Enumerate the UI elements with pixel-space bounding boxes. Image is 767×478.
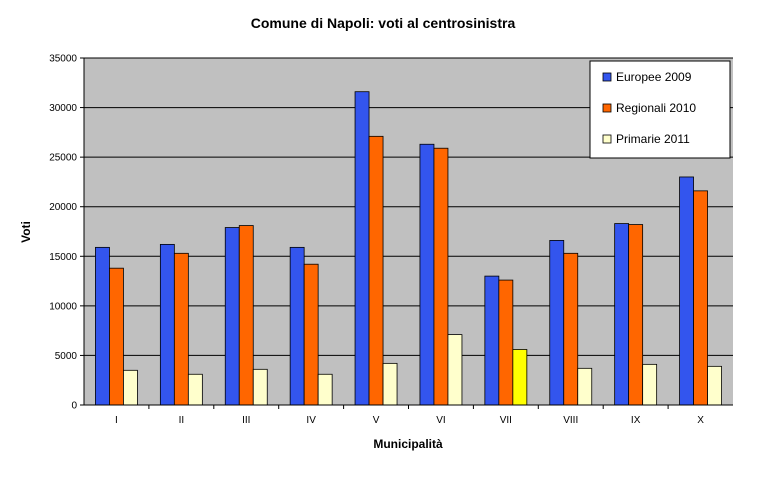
- bar-VII-series-1: [484, 275, 500, 406]
- legend-swatch: [602, 103, 612, 113]
- chart-title: Comune di Napoli: voti al centrosinistra: [251, 15, 516, 31]
- y-tick-label: 25000: [49, 153, 77, 164]
- bar-I-series-1: [95, 246, 110, 406]
- legend-label: Primarie 2011: [616, 132, 690, 146]
- bar-II-series-3: [187, 373, 203, 406]
- bar-II-series-2: [173, 252, 189, 406]
- x-axis-ticks: I II III IV V VI VII VIII IX X: [115, 405, 704, 426]
- bar-I-series-2: [109, 267, 124, 406]
- bar-IX-series-1: [614, 223, 630, 406]
- x-tick-label: III: [242, 415, 250, 426]
- bar-VII-series-3: [512, 349, 528, 406]
- bar-X-series-1: [679, 176, 694, 406]
- bar-V-series-1: [354, 91, 370, 406]
- y-tick-label: 30000: [49, 103, 77, 114]
- x-axis-title: Municipalità: [373, 437, 443, 451]
- y-tick-label: 35000: [49, 54, 77, 65]
- y-axis-title: Voti: [19, 221, 33, 243]
- legend-label: Europee 2009: [616, 70, 692, 84]
- bar-III-series-3: [252, 368, 268, 406]
- x-tick-label: V: [373, 415, 380, 426]
- x-tick-label: IX: [631, 415, 641, 426]
- bar-V-series-3: [382, 362, 398, 406]
- x-tick-label: VIII: [563, 415, 578, 426]
- bar-X-series-2: [693, 190, 708, 406]
- legend-swatch: [602, 72, 612, 82]
- x-tick-label: X: [697, 415, 704, 426]
- x-tick-label: VII: [500, 415, 512, 426]
- y-tick-label: 0: [71, 401, 77, 412]
- bar-VII-series-2: [498, 279, 514, 406]
- y-tick-label: 15000: [49, 252, 77, 263]
- bar-IX-series-3: [642, 363, 658, 406]
- bar-III-series-2: [238, 225, 254, 406]
- bar-VIII-series-3: [577, 367, 593, 406]
- bar-IV-series-3: [317, 373, 333, 406]
- x-tick-label: II: [179, 415, 185, 426]
- y-tick-label: 5000: [55, 351, 78, 362]
- bar-V-series-2: [368, 135, 384, 406]
- bar-IV-series-2: [303, 263, 319, 406]
- bar-III-series-1: [224, 227, 240, 406]
- bar-VIII-series-2: [563, 252, 579, 406]
- bars: [95, 91, 722, 406]
- bar-VI-series-2: [433, 147, 449, 406]
- bar-IV-series-1: [289, 246, 305, 406]
- y-axis-ticks: 0 5000 10000 15000 20000 25000 30000 35000: [49, 54, 84, 412]
- x-tick-label: IV: [306, 415, 316, 426]
- bar-VI-series-3: [447, 334, 463, 406]
- y-tick-label: 10000: [49, 301, 77, 312]
- bar-VIII-series-1: [549, 240, 565, 406]
- legend-swatch: [602, 134, 612, 144]
- bar-I-series-3: [123, 369, 138, 406]
- bar-II-series-1: [159, 243, 175, 406]
- bar-X-series-3: [707, 365, 722, 406]
- legend-box: [589, 60, 731, 159]
- bar-IX-series-2: [628, 224, 644, 406]
- y-tick-label: 20000: [49, 202, 77, 213]
- x-tick-label: VI: [436, 415, 445, 426]
- legend-label: Regionali 2010: [616, 101, 696, 115]
- bar-VI-series-1: [419, 143, 435, 406]
- legend: Europee 2009 Regionali 2010 Primarie 2011: [589, 60, 731, 159]
- x-tick-label: I: [115, 415, 118, 426]
